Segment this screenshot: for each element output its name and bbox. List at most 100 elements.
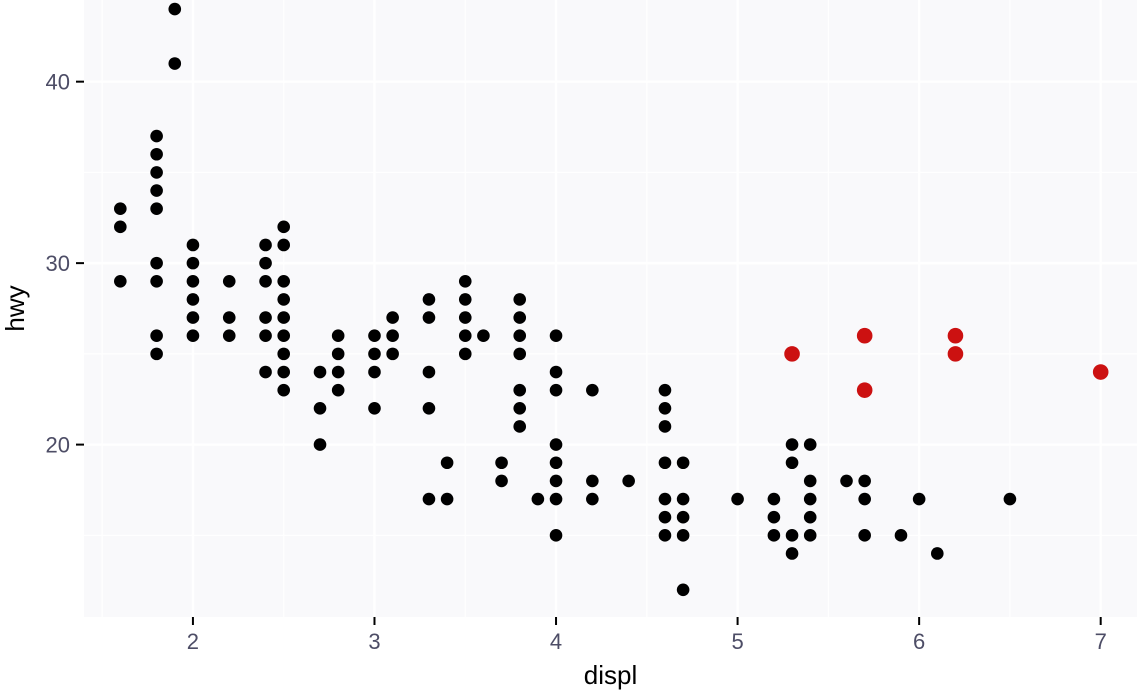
data-point xyxy=(458,347,472,361)
data-point xyxy=(803,438,817,451)
data-point xyxy=(803,529,817,542)
data-point xyxy=(331,329,345,343)
data-point xyxy=(549,383,563,397)
x-axis-title: displ xyxy=(584,660,637,690)
data-point xyxy=(549,492,563,506)
data-point xyxy=(767,510,781,524)
data-point xyxy=(277,293,291,306)
data-point xyxy=(513,293,527,306)
data-points xyxy=(114,2,1109,597)
data-point xyxy=(313,365,327,379)
data-point xyxy=(785,547,799,560)
data-point xyxy=(658,402,672,415)
data-point xyxy=(331,347,345,361)
data-point xyxy=(186,238,200,252)
data-point xyxy=(259,311,272,324)
data-point xyxy=(658,492,672,506)
x-tick-label: 2 xyxy=(187,629,199,654)
data-point xyxy=(150,274,163,288)
y-axis-title: hwy xyxy=(0,285,30,331)
x-tick-label: 5 xyxy=(731,629,743,654)
data-point xyxy=(259,256,272,270)
data-point xyxy=(150,184,163,197)
data-point xyxy=(150,202,163,215)
data-point xyxy=(458,274,472,288)
data-point xyxy=(803,492,817,506)
data-point xyxy=(150,329,163,343)
grid-lines xyxy=(84,0,1137,617)
data-point xyxy=(150,129,163,143)
data-point xyxy=(186,256,200,270)
data-point xyxy=(422,365,436,379)
data-point xyxy=(150,166,163,179)
data-point xyxy=(840,474,853,488)
data-point xyxy=(386,347,399,361)
y-tick-label: 20 xyxy=(46,433,70,458)
data-point xyxy=(495,474,508,488)
data-point xyxy=(277,274,291,288)
data-point xyxy=(785,529,799,542)
data-point xyxy=(313,402,327,415)
data-point xyxy=(858,492,871,506)
data-point xyxy=(186,293,200,306)
data-point xyxy=(277,365,291,379)
data-point xyxy=(150,147,163,161)
data-point xyxy=(368,365,381,379)
x-tick-label: 6 xyxy=(913,629,925,654)
data-point xyxy=(549,438,563,451)
highlighted-data-point xyxy=(856,382,873,398)
data-point xyxy=(331,383,345,397)
data-point xyxy=(114,274,127,288)
data-point xyxy=(186,274,200,288)
data-point xyxy=(658,383,672,397)
data-point xyxy=(513,311,527,324)
data-point xyxy=(912,492,926,506)
data-point xyxy=(549,456,563,470)
data-point xyxy=(277,347,291,361)
data-point xyxy=(803,474,817,488)
data-point xyxy=(767,529,781,542)
data-point xyxy=(622,474,635,488)
data-point xyxy=(186,329,200,343)
data-point xyxy=(731,492,744,506)
data-point xyxy=(277,311,291,324)
data-point xyxy=(531,492,545,506)
data-point xyxy=(277,383,291,397)
data-point xyxy=(676,510,690,524)
data-point xyxy=(422,293,436,306)
data-point xyxy=(858,474,871,488)
y-tick-label: 40 xyxy=(46,70,70,95)
highlighted-data-point xyxy=(856,327,873,344)
data-point xyxy=(277,238,291,252)
axes: 2 3 4 5 6 7 20 30 40 xyxy=(46,70,1107,654)
data-point xyxy=(513,420,527,433)
highlighted-data-point xyxy=(784,346,800,362)
data-point xyxy=(150,347,163,361)
data-point xyxy=(549,474,563,488)
highlighted-data-point xyxy=(947,327,964,344)
data-point xyxy=(477,329,490,343)
data-point xyxy=(277,220,291,234)
data-point xyxy=(785,456,799,470)
data-point xyxy=(168,57,182,70)
data-point xyxy=(277,329,291,343)
data-point xyxy=(930,547,944,560)
data-point xyxy=(368,347,381,361)
data-point xyxy=(368,402,381,415)
data-point xyxy=(676,529,690,542)
highlighted-data-point xyxy=(947,346,964,362)
data-point xyxy=(150,256,163,270)
data-point xyxy=(259,274,272,288)
data-point xyxy=(368,329,381,343)
data-point xyxy=(458,311,472,324)
x-tick-label: 3 xyxy=(368,629,380,654)
data-point xyxy=(549,329,563,343)
data-point xyxy=(222,311,236,324)
data-point xyxy=(422,311,436,324)
data-point xyxy=(259,365,272,379)
data-point xyxy=(1003,492,1017,506)
data-point xyxy=(422,402,436,415)
x-tick-label: 7 xyxy=(1095,629,1107,654)
data-point xyxy=(658,510,672,524)
plot-panel xyxy=(84,0,1137,617)
